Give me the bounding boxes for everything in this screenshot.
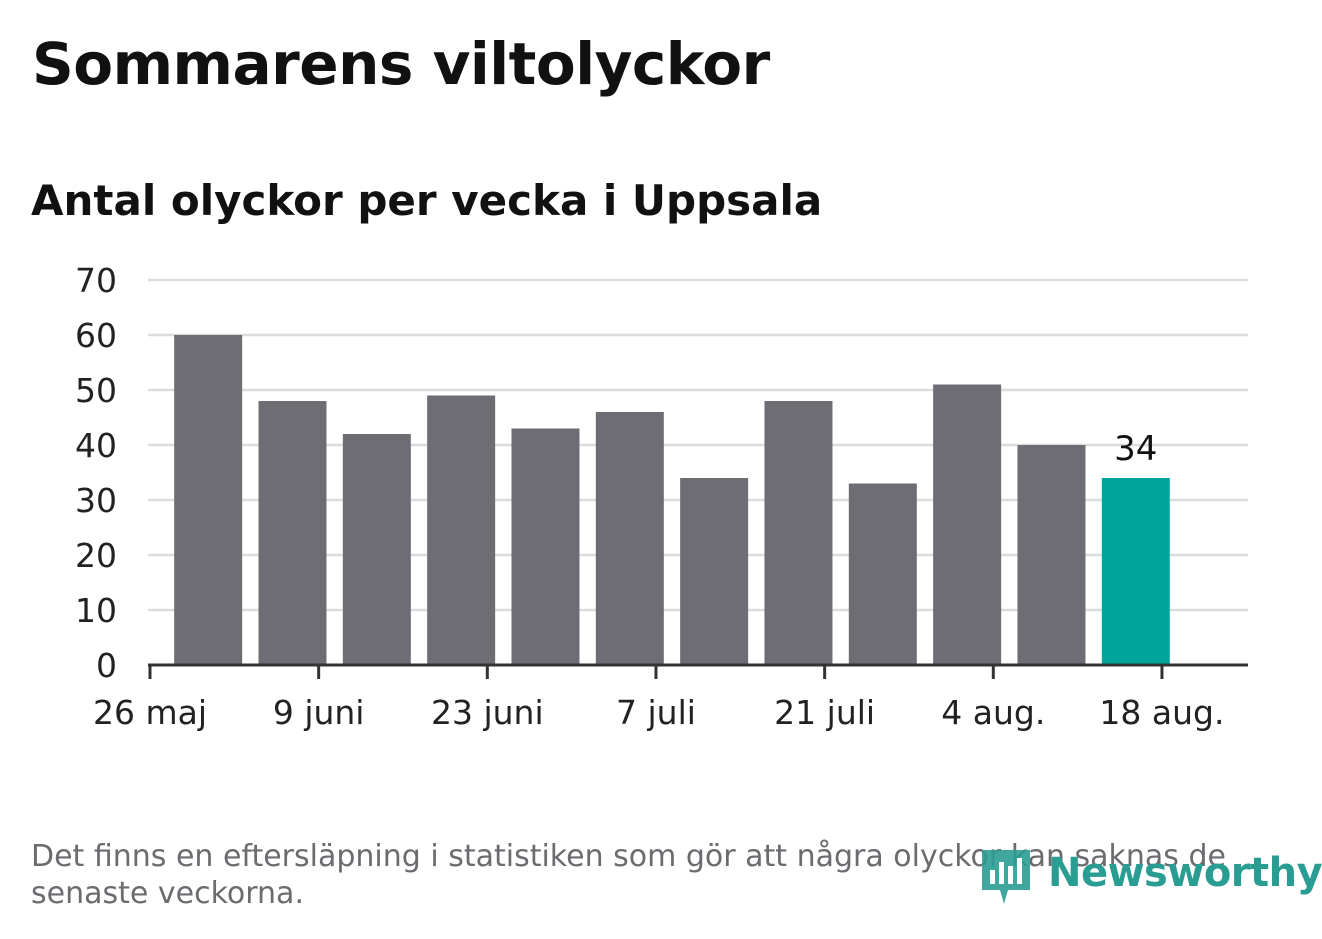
x-axis: 26 maj 9 juni 23 juni 7 juli 21 juli 4 aug. 18… [93,663,1248,732]
bar [342,434,411,665]
bar [174,335,243,665]
y-tick-label: 30 [75,481,117,520]
chart-title: Sommarens viltolyckor [32,30,770,98]
bar-chart: 0 10 20 30 40 50 60 70 34 26 maj 9 juni 23 juni 7 … [75,261,1248,732]
bar [595,412,664,665]
bar [680,478,749,665]
y-tick-label: 10 [75,591,117,630]
chart-speech-bubble-icon [982,850,1030,904]
y-axis-ticks: 0 10 20 30 40 50 60 70 [75,261,117,685]
bar [427,395,496,665]
bar [933,384,1002,665]
bar [511,428,580,665]
bar [258,401,327,665]
brand-name: Newsworthy [1048,850,1322,896]
x-tick-label: 23 juni [431,693,544,732]
y-tick-label: 60 [75,316,117,355]
chart-subtitle: Antal olyckor per vecka i Uppsala [31,176,823,225]
bars [174,335,1170,665]
data-label: 34 [1114,429,1157,469]
bar [848,483,917,665]
bar [1017,445,1086,665]
y-tick-label: 20 [75,536,117,575]
bar [1101,478,1170,665]
brand-logo[interactable]: Newsworthy [980,846,1322,910]
y-tick-label: 50 [75,371,117,410]
x-tick-label: 26 maj [93,693,207,732]
data-labels: 34 [1114,429,1157,469]
bar [764,401,833,665]
y-tick-label: 0 [96,646,117,685]
x-tick-label: 18 aug. [1099,693,1224,732]
x-tick-label: 4 aug. [941,693,1045,732]
y-tick-label: 40 [75,426,117,465]
x-tick-label: 7 juli [616,693,696,732]
x-tick-label: 21 juli [774,693,875,732]
y-tick-label: 70 [75,261,117,300]
x-tick-label: 9 juni [273,693,365,732]
